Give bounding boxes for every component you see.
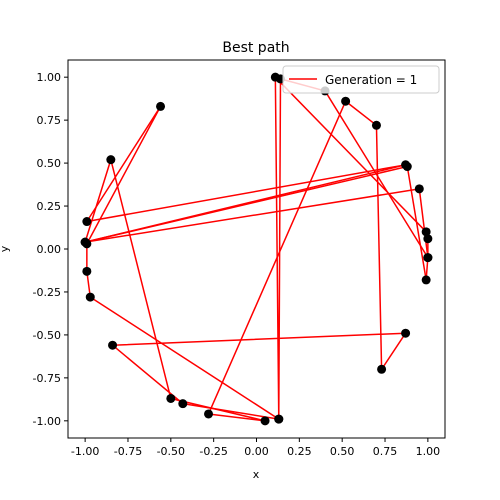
path-segment: [86, 164, 407, 223]
path-segment: [207, 413, 266, 422]
data-point: [166, 393, 176, 403]
data-point: [106, 155, 116, 165]
data-point: [80, 237, 90, 247]
y-tick-label: 0.00: [37, 243, 62, 256]
data-point: [204, 409, 214, 419]
data-point: [423, 253, 433, 263]
path-segment: [375, 124, 383, 371]
path-segment: [274, 76, 427, 233]
legend-box: [282, 65, 440, 94]
path-segment: [84, 165, 409, 243]
x-tick-label: 1.00: [416, 445, 441, 458]
data-point: [402, 162, 412, 172]
x-tick-label: 0.00: [244, 445, 269, 458]
path-segment: [110, 158, 172, 400]
y-axis-ticks: -1.00 -0.75 -0.50 -0.25 0.00 0.25 0.50 0.75 1.00: [33, 71, 68, 428]
data-point: [421, 275, 431, 285]
data-point: [423, 234, 433, 244]
path-segment: [406, 165, 427, 281]
chart-title: Best path: [222, 40, 289, 56]
data-point: [85, 292, 95, 302]
x-tick-label: -1.00: [71, 445, 99, 458]
path-segment: [111, 344, 184, 405]
x-axis-label: x: [253, 468, 260, 481]
path-segment: [344, 100, 378, 127]
y-tick-label: -0.75: [33, 372, 61, 385]
path-segment: [84, 158, 112, 243]
path-segment: [89, 296, 280, 420]
path-segment: [418, 188, 429, 259]
y-tick-label: 0.75: [37, 114, 62, 127]
x-tick-label: -0.25: [199, 445, 227, 458]
y-tick-label: -0.50: [33, 329, 61, 342]
path-layer: [84, 76, 429, 422]
data-point: [371, 120, 381, 130]
data-point: [108, 340, 118, 350]
x-axis-ticks: -1.00 -0.75 -0.50 -0.25 0.00 0.25 0.50 0.75 1.00: [71, 438, 440, 458]
path-segment: [380, 332, 407, 371]
path-segment: [274, 76, 280, 420]
x-tick-label: 0.75: [373, 445, 398, 458]
data-point: [178, 399, 188, 409]
legend: Generation = 1: [282, 65, 440, 94]
path-segment: [278, 78, 282, 420]
y-tick-label: 0.50: [37, 157, 62, 170]
data-point: [274, 414, 284, 424]
x-tick-label: 0.50: [330, 445, 355, 458]
y-axis-label: y: [0, 245, 11, 252]
x-tick-label: -0.50: [157, 445, 185, 458]
data-point: [414, 184, 424, 194]
y-tick-label: 1.00: [37, 71, 62, 84]
data-point: [82, 217, 92, 227]
path-segment: [86, 105, 162, 245]
x-tick-label: -0.75: [114, 445, 142, 458]
path-segment: [86, 105, 162, 223]
legend-entry-label: Generation = 1: [325, 73, 417, 87]
data-point: [82, 266, 92, 276]
x-tick-label: 0.25: [287, 445, 312, 458]
path-segment: [182, 402, 280, 420]
y-tick-label: 0.25: [37, 200, 62, 213]
data-point: [260, 416, 270, 426]
y-tick-label: -0.25: [33, 286, 61, 299]
data-point: [401, 328, 411, 338]
data-point: [377, 364, 387, 374]
data-point: [156, 101, 166, 111]
data-point: [341, 96, 351, 106]
data-point: [421, 227, 431, 237]
y-tick-label: -1.00: [33, 415, 61, 428]
path-segment: [84, 188, 421, 243]
